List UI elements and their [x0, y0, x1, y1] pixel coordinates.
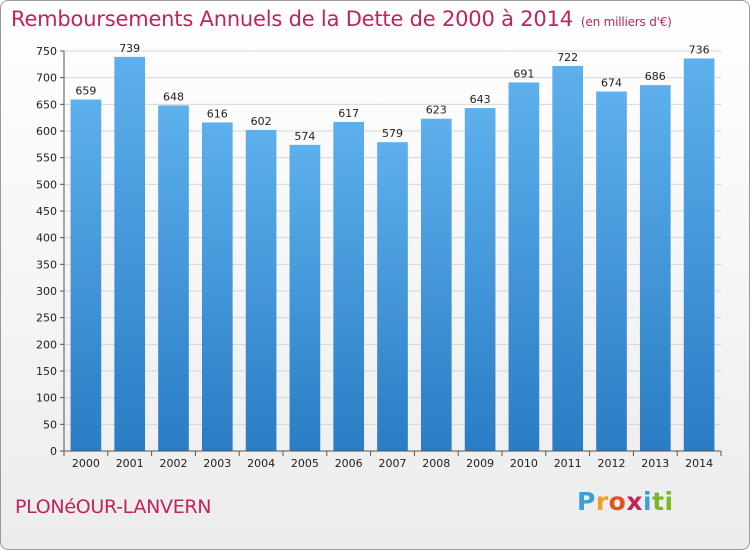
y-tick-label: 400	[36, 232, 57, 245]
bar-2001	[114, 56, 146, 451]
city-name: PLONéOUR-LANVERN	[15, 496, 212, 518]
logo-letter: r	[595, 487, 609, 516]
logo-letter: o	[608, 487, 627, 516]
x-tick-label: 2000	[72, 457, 100, 470]
bar-2012	[596, 91, 627, 452]
data-label: 686	[645, 70, 666, 83]
y-axis: 0 50 100 150 200 250 300 350 400 450 500 550 600 650 7…	[36, 45, 65, 458]
x-tick-label: 2014	[685, 457, 713, 470]
data-label: 623	[426, 104, 447, 117]
data-label: 579	[382, 127, 403, 140]
bar-2000	[70, 99, 102, 452]
data-label: 574	[294, 130, 315, 143]
x-tick-label: 2002	[160, 457, 188, 470]
bar-2002	[158, 105, 189, 452]
bar-2004	[245, 129, 277, 451]
data-label: 617	[338, 107, 359, 120]
bar-2003	[201, 122, 233, 451]
y-tick-label: 50	[43, 418, 57, 431]
x-tick-label: 2008	[422, 457, 450, 470]
x-tick-label: 2004	[247, 457, 275, 470]
chart-title-text: Remboursements Annuels de la Dette de 20…	[11, 7, 573, 31]
data-label: 736	[689, 43, 710, 56]
x-tick-label: 2007	[379, 457, 407, 470]
y-tick-label: 0	[50, 445, 57, 458]
bar-2006	[333, 121, 365, 451]
logo-letter: i	[664, 487, 674, 516]
bar-2009	[464, 108, 496, 452]
y-tick-label: 450	[36, 205, 57, 218]
y-tick-label: 750	[36, 45, 57, 58]
bar-2013	[639, 85, 671, 451]
logo-letter: t	[652, 487, 665, 516]
x-tick-label: 2001	[116, 457, 144, 470]
bar-2010	[508, 82, 540, 451]
data-label: 616	[207, 107, 228, 120]
y-tick-label: 300	[36, 285, 57, 298]
data-label: 648	[163, 90, 184, 103]
data-label: 739	[119, 42, 140, 55]
bar-2008	[420, 118, 452, 451]
logo-letter: x	[626, 487, 643, 516]
data-label: 602	[251, 115, 272, 128]
bars: 659 739 648 616 602 574 617 579 623 643 691 722 674 6…	[70, 42, 715, 452]
bar-2011	[552, 65, 584, 451]
chart-subtitle: (en milliers d'€)	[580, 15, 672, 29]
bar-2007	[377, 142, 408, 451]
x-tick-label: 2005	[291, 457, 319, 470]
x-tick-label: 2013	[641, 457, 669, 470]
y-tick-label: 200	[36, 338, 57, 351]
x-tick-label: 2006	[335, 457, 363, 470]
data-label: 722	[557, 51, 578, 64]
x-tick-label: 2012	[598, 457, 626, 470]
y-tick-label: 150	[36, 365, 57, 378]
y-tick-label: 700	[36, 72, 57, 85]
x-axis: 2000 2001 2002 2003 2004 2005 2006 2007 2008 2009…	[63, 450, 722, 470]
data-label: 643	[470, 93, 491, 106]
x-tick-label: 2009	[466, 457, 494, 470]
bar-2014	[683, 58, 715, 451]
y-tick-label: 600	[36, 125, 57, 138]
y-tick-label: 500	[36, 178, 57, 191]
x-tick-label: 2003	[203, 457, 231, 470]
logo-letter: P	[577, 487, 596, 516]
y-tick-label: 650	[36, 98, 57, 111]
chart-title: Remboursements Annuels de la Dette de 20…	[11, 7, 672, 31]
bar-2005	[289, 144, 321, 451]
logo-letter: i	[643, 487, 653, 516]
x-tick-label: 2011	[554, 457, 582, 470]
data-label: 659	[75, 85, 96, 98]
x-tick-label: 2010	[510, 457, 538, 470]
proxiti-logo[interactable]: Proxiti	[577, 487, 674, 516]
y-tick-label: 550	[36, 152, 57, 165]
y-tick-label: 250	[36, 312, 57, 325]
y-tick-label: 350	[36, 258, 57, 271]
data-label: 674	[601, 77, 622, 90]
y-tick-label: 100	[36, 392, 57, 405]
data-label: 691	[513, 67, 534, 80]
